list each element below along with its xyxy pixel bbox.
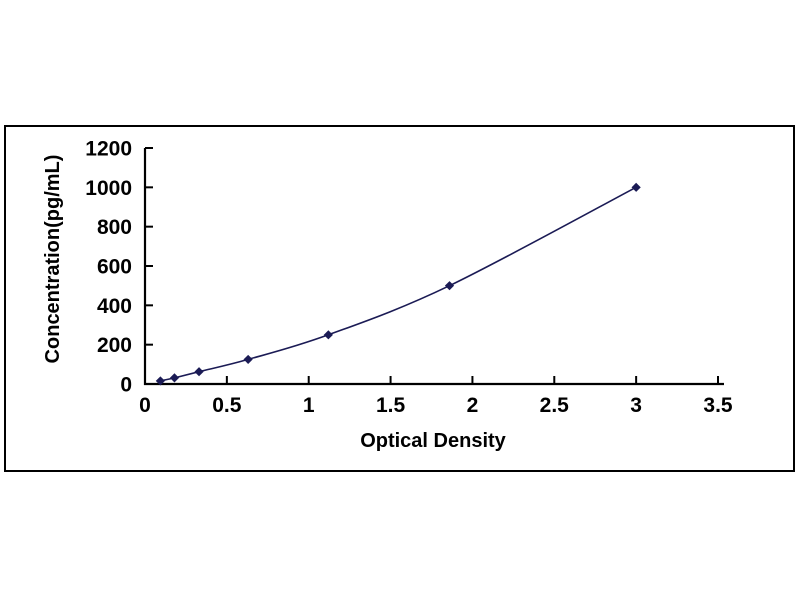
curve-line [160, 186, 637, 382]
data-point-marker [323, 330, 333, 340]
data-point-marker [155, 376, 165, 386]
data-point-marker [194, 367, 204, 377]
x-tick-label: 3.5 [703, 394, 733, 417]
standard-curve-plot: 0 200 400 600 800 1000 1200 0 0.5 1 1.5 2 2.5 3 3.5 [85, 138, 733, 418]
data-point-marker [631, 182, 641, 192]
x-tick-label: 0.5 [212, 394, 242, 417]
y-axis-title: Concentration(pg/mL) [42, 154, 64, 364]
y-tick-label: 800 [97, 216, 132, 239]
x-tick-label: 1 [303, 394, 315, 417]
x-tick-label: 2 [467, 394, 479, 417]
x-tick-label: 3 [630, 394, 642, 417]
data-point-marker [243, 354, 253, 365]
x-axis-title: Optical Density [360, 430, 506, 452]
x-tick-label: 2.5 [540, 394, 570, 417]
y-tick-label: 400 [97, 295, 132, 318]
chart-figure: 0 200 400 600 800 1000 1200 0 0.5 1 1.5 2 2.5 3 3.5 Op… [4, 125, 795, 472]
y-tick-label: 1000 [85, 177, 132, 200]
y-tick-label: 200 [97, 334, 132, 357]
x-tick-label: 0 [139, 394, 151, 417]
data-point-marker [169, 373, 180, 383]
y-tick-label: 1200 [85, 138, 132, 161]
x-tick-label: 1.5 [376, 394, 406, 417]
y-tick-label: 0 [120, 374, 132, 397]
y-tick-label: 600 [97, 256, 132, 279]
data-point-marker [444, 281, 455, 291]
